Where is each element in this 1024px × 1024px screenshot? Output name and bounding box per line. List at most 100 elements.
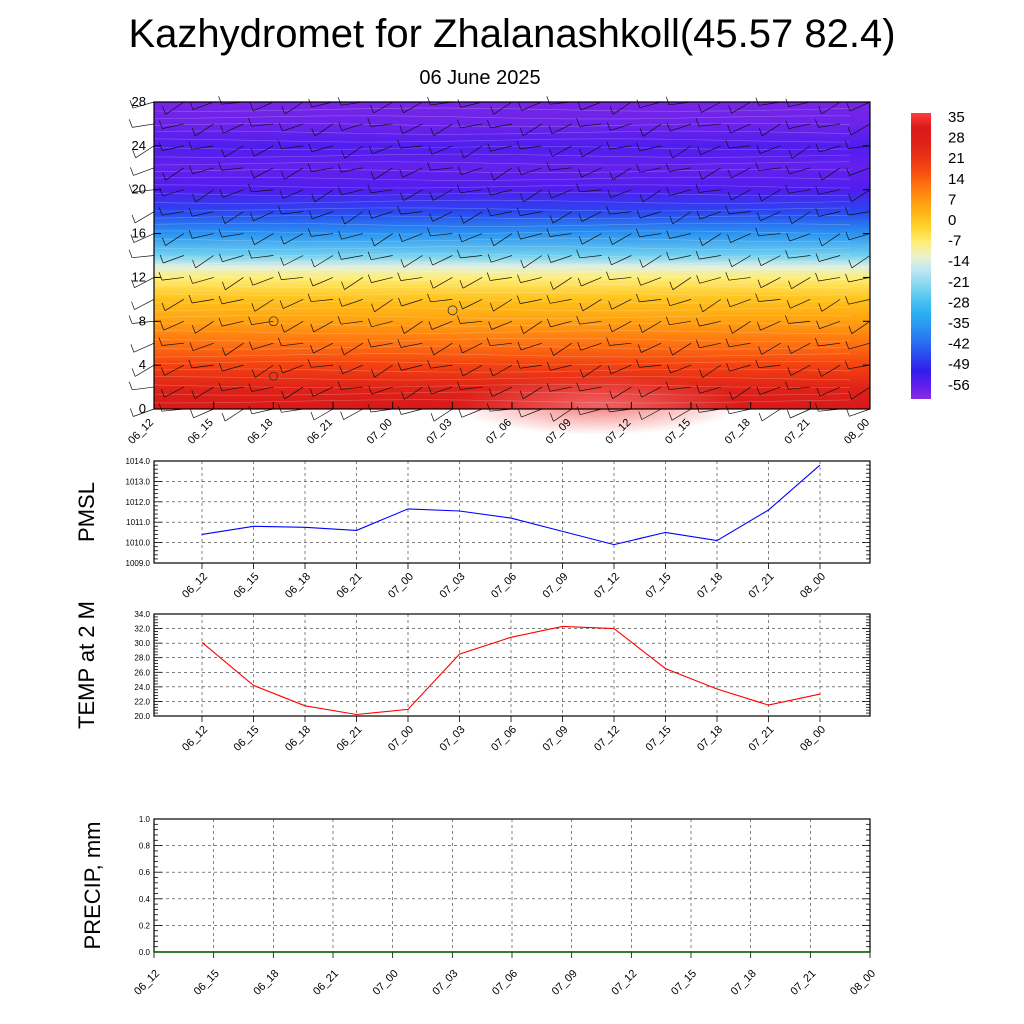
wind-barb [698, 189, 721, 193]
x-tick-label: 07_03 [438, 571, 468, 601]
wind-barb [581, 167, 602, 178]
wind-barb [402, 123, 423, 135]
wind-barb-flag [667, 364, 671, 374]
wind-barb-flag [785, 185, 789, 194]
wind-barb [192, 101, 214, 110]
wind-barb [251, 255, 274, 259]
colorbar-label: -21 [948, 274, 970, 291]
wind-barb-flag [338, 231, 342, 240]
wind-barb-flag [132, 149, 136, 158]
wind-barb-flag [725, 338, 730, 347]
wind-barb [251, 320, 274, 325]
wind-barb-flag [756, 145, 761, 154]
colorbar-label: -49 [948, 356, 970, 373]
wind-barb [791, 145, 811, 159]
wind-barb [760, 277, 781, 289]
wind-barb [430, 233, 453, 237]
wind-barb [400, 277, 423, 281]
wind-barb [699, 342, 721, 349]
wind-barb-flag [756, 386, 761, 395]
colorbar-label: 14 [948, 171, 965, 188]
wind-barb-flag [341, 150, 345, 159]
wind-barb [818, 277, 841, 282]
wind-barb [132, 101, 155, 109]
wind-barb-flag [456, 249, 461, 259]
wind-barb [132, 386, 155, 391]
wind-barb-flag [486, 403, 491, 412]
wind-barb-flag [158, 271, 163, 281]
wind-barb-flag [697, 146, 702, 155]
wind-barb-flag [277, 205, 282, 215]
wind-barb [311, 167, 334, 172]
wind-barb-flag [490, 106, 495, 115]
wind-barb [401, 299, 423, 307]
wind-barb-flag [635, 359, 640, 368]
wind-barb [552, 145, 572, 157]
wind-barb [580, 342, 602, 351]
wind-barb-flag [487, 207, 491, 216]
wind-barb [549, 233, 572, 237]
wind-barb-flag [550, 413, 554, 422]
wind-barb [133, 233, 155, 243]
wind-barb [162, 123, 184, 129]
wind-barb [254, 299, 274, 312]
wind-barb [254, 364, 274, 378]
wind-barb [520, 167, 542, 176]
wind-barb [580, 408, 602, 416]
x-tick-label: 07_18 [729, 968, 759, 998]
wind-barb [612, 233, 632, 245]
wind-barb-flag [695, 184, 700, 193]
wind-barb [490, 123, 513, 129]
x-tick-label: 06_21 [335, 724, 365, 754]
wind-barb-flag [456, 381, 461, 390]
wind-barb-flag [280, 324, 285, 333]
wind-barb [284, 101, 304, 115]
wind-barb-flag [248, 316, 252, 325]
wind-barb-flag [221, 347, 226, 356]
wind-barb [848, 233, 871, 241]
wind-barb-flag [785, 315, 789, 324]
wind-barb [520, 364, 542, 369]
wind-barb-flag [757, 322, 761, 331]
contour-line [153, 361, 851, 365]
wind-barb [761, 408, 781, 422]
x-tick-label: 07_03 [424, 417, 454, 447]
wind-barb [195, 189, 214, 203]
wind-barb-flag [845, 340, 850, 350]
wind-barb-flag [162, 237, 166, 246]
wind-barb [610, 189, 632, 198]
wind-barb [370, 123, 393, 127]
precip-panel: 0.0 0.2 0.4 0.6 0.8 1.0 06_12 06_15 06_18 06_21 07… [80, 815, 878, 998]
y-tick-label: 20.0 [134, 712, 150, 721]
contour-line [153, 245, 851, 250]
wind-barb [523, 255, 543, 269]
colorbar-label: 28 [948, 130, 965, 147]
x-tick-label: 06_12 [180, 571, 210, 601]
wind-barb-flag [430, 346, 435, 356]
wind-barb [851, 189, 871, 202]
wind-barb [761, 189, 781, 202]
wind-barb [194, 386, 214, 399]
x-tick-label: 06_15 [192, 968, 222, 998]
wind-barb-flag [248, 341, 253, 350]
x-tick-label: 06_12 [132, 968, 162, 998]
colorbar-label: 21 [948, 150, 965, 167]
wind-barb-flag [639, 128, 644, 137]
wind-barb [221, 299, 244, 305]
wind-barb [758, 299, 781, 302]
wind-barb-flag [755, 162, 760, 171]
wind-barb [461, 233, 483, 243]
wind-barb-flag [696, 275, 700, 284]
x-tick-label: 08_00 [798, 724, 828, 754]
contour-line [153, 153, 851, 158]
wind-barb-flag [725, 139, 730, 149]
wind-barb-flag [128, 119, 133, 128]
wind-barb-flag [758, 127, 763, 137]
wind-barb-flag [337, 163, 342, 173]
wind-barb [371, 320, 393, 328]
wind-barb-flag [459, 280, 464, 289]
wind-barb-flag [427, 96, 431, 106]
wind-barb [344, 277, 364, 290]
wind-barb [728, 211, 751, 215]
wind-barb-flag [517, 274, 521, 283]
